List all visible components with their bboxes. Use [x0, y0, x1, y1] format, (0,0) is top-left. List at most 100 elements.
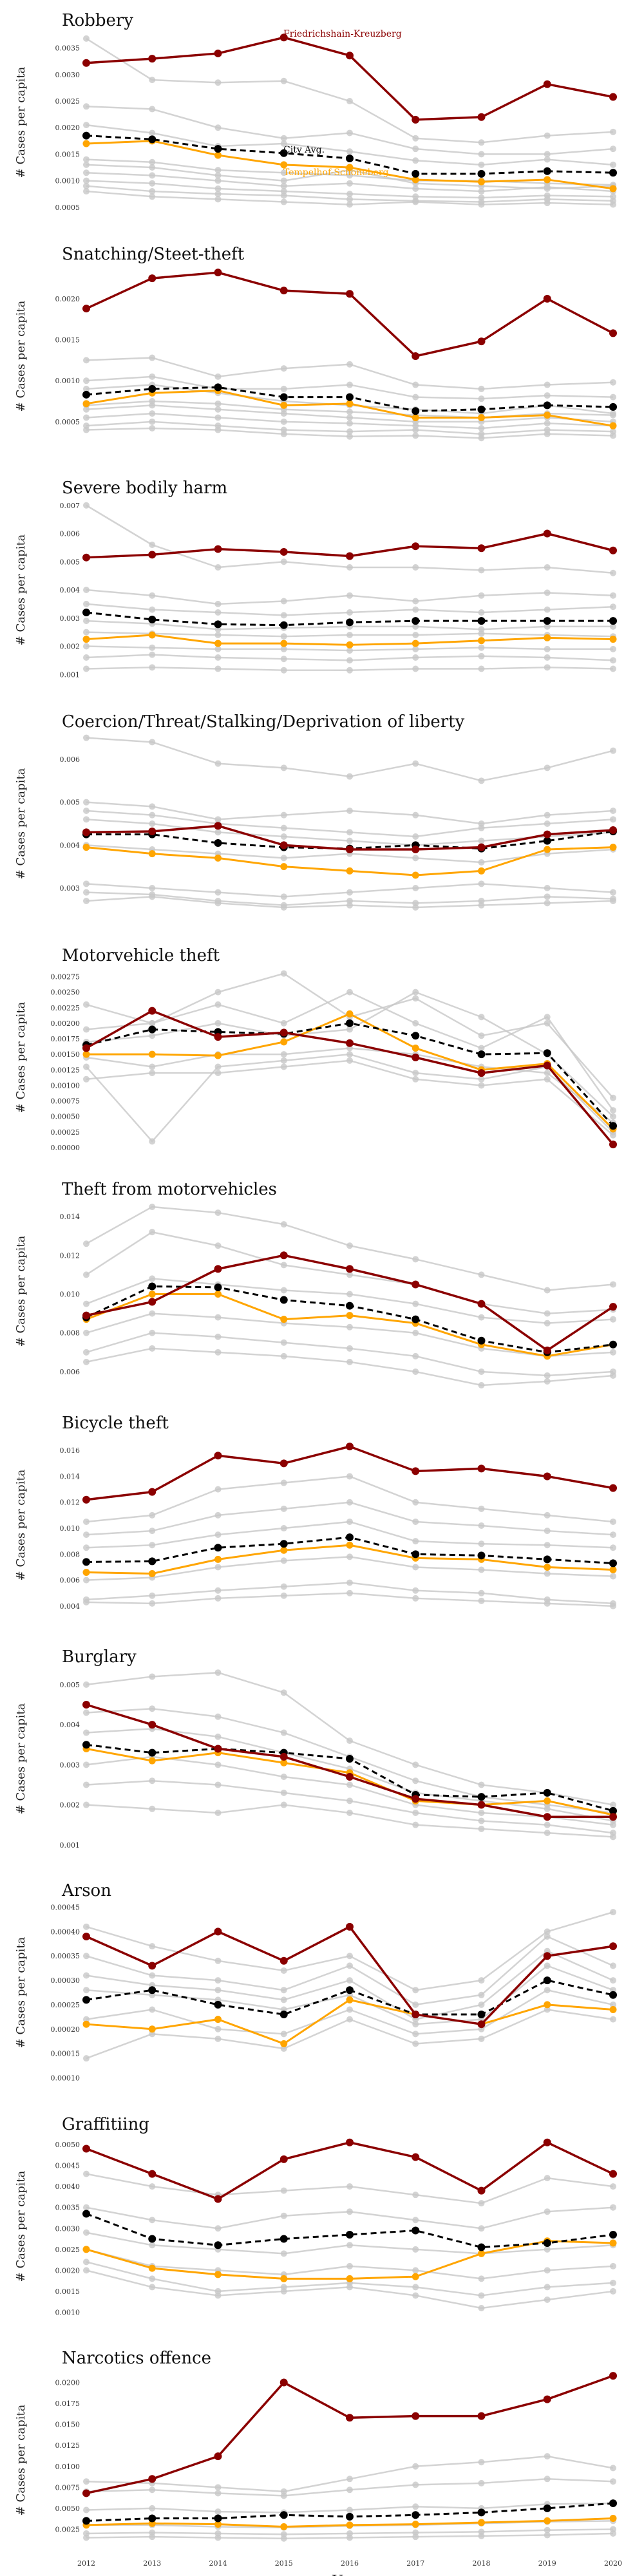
highlight-district-point	[609, 2170, 617, 2178]
highlight-district-point	[477, 2412, 486, 2420]
district-point	[149, 1943, 156, 1950]
orange-district-point	[148, 631, 156, 639]
district-point	[83, 1781, 90, 1788]
district-point	[83, 880, 90, 887]
district-point	[214, 1781, 222, 1788]
district-point	[149, 592, 156, 599]
district-point	[280, 645, 287, 652]
district-point	[478, 201, 485, 208]
y-tick-label: 0.00025	[51, 1128, 80, 1137]
district-point	[214, 196, 222, 203]
district-point	[544, 2526, 551, 2533]
highlight-district-point	[214, 1452, 222, 1460]
district-point	[346, 381, 353, 388]
highlight-district-point	[82, 828, 90, 837]
district-point	[610, 816, 616, 823]
district-point	[280, 177, 287, 184]
orange-district-point	[148, 850, 156, 858]
district-point	[83, 2506, 90, 2514]
y-tick-label: 0.005	[60, 799, 80, 807]
city-average-point	[346, 1533, 354, 1542]
district-point	[610, 161, 616, 168]
highlight-district-point	[279, 1956, 288, 1965]
orange-district-point	[544, 176, 551, 184]
district-point	[83, 618, 90, 625]
highlight-district-point	[477, 337, 486, 346]
x-axis-label: Year	[332, 2572, 367, 2576]
highlight-district-point	[346, 2138, 354, 2146]
district-point	[214, 2225, 222, 2232]
district-point	[280, 1583, 287, 1590]
district-point	[610, 1349, 616, 1356]
orange-district-point	[346, 1312, 354, 1320]
district-point	[478, 652, 485, 659]
district-point	[478, 2275, 485, 2282]
district-point	[214, 632, 222, 638]
district-point	[83, 2204, 90, 2211]
city-average-point	[148, 135, 156, 144]
orange-district-point	[148, 1757, 156, 1765]
district-point	[280, 598, 287, 605]
district-point	[412, 904, 419, 911]
district-point	[149, 2505, 156, 2512]
city-average-point	[543, 1976, 551, 1985]
orange-district-point	[280, 1546, 288, 1554]
district-point	[412, 1499, 419, 1506]
city-average-point	[279, 1540, 288, 1548]
district-point	[149, 1592, 156, 1599]
district-point	[346, 180, 353, 187]
district-point	[478, 644, 485, 651]
district-point	[478, 630, 485, 637]
district-point	[544, 1928, 551, 1935]
highlight-district-point	[543, 294, 551, 303]
district-point	[149, 180, 156, 187]
district-point	[478, 1045, 485, 1052]
district-point	[83, 1358, 90, 1365]
highlight-district-point	[346, 1039, 354, 1047]
district-point	[544, 893, 551, 900]
highlight-district-point	[82, 1311, 90, 1320]
y-tick-label: 0.0015	[55, 150, 80, 158]
district-point	[610, 1977, 616, 1984]
district-point	[149, 1063, 156, 1070]
orange-district-point	[280, 2040, 288, 2047]
orange-district-point	[214, 2271, 222, 2278]
district-point	[544, 1070, 551, 1077]
district-point	[412, 1595, 419, 1602]
district-point	[478, 1566, 485, 1573]
district-point	[346, 1553, 353, 1560]
panel-title: Snatching/Steet-theft	[62, 245, 245, 264]
district-point	[280, 1525, 287, 1532]
district-point	[346, 2183, 353, 2190]
district-point	[280, 1051, 287, 1058]
city-average-point	[412, 407, 420, 415]
y-tick-label: 0.003	[60, 884, 80, 893]
district-point	[280, 2535, 287, 2542]
district-point	[346, 2242, 353, 2249]
district-point	[280, 855, 287, 862]
district-point	[149, 542, 156, 548]
city-average-point	[279, 621, 288, 629]
y-tick-label: 0.0175	[55, 2400, 80, 2408]
highlight-district-point	[609, 1942, 617, 1951]
district-point	[280, 1987, 287, 1994]
y-tick-label: 0.004	[60, 1721, 80, 1729]
orange-district-point	[412, 639, 419, 647]
highlight-district-point	[214, 49, 222, 57]
district-point	[478, 1977, 485, 1984]
district-point	[610, 146, 616, 153]
district-point	[412, 811, 419, 819]
highlight-district-point	[214, 1033, 222, 1041]
y-axis-label: # Cases per capita	[14, 1703, 28, 1814]
district-point	[214, 1531, 222, 1539]
district-point	[544, 1933, 551, 1940]
highlight-district-point	[477, 2186, 486, 2195]
district-point	[346, 667, 353, 674]
highlight-district-point	[214, 822, 222, 830]
orange-district-point	[609, 185, 617, 193]
orange-district-point	[280, 2275, 288, 2282]
district-point	[346, 837, 353, 844]
y-tick-label: 0.0025	[55, 97, 80, 106]
highlight-district-point	[82, 2489, 90, 2497]
